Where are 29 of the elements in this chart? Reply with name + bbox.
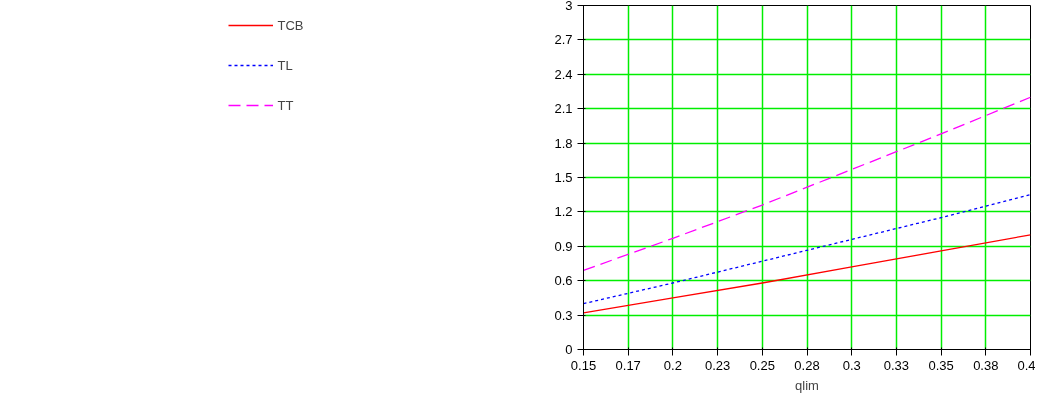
x-tick-label: 0.17 [615, 357, 641, 373]
y-tick-label: 1.5 [554, 170, 573, 185]
y-tick-label: 1.8 [554, 135, 573, 151]
x-tick-label: 0.2 [663, 357, 682, 373]
y-tick-label: 2.1 [554, 101, 573, 117]
y-tick-label: 1.2 [554, 204, 573, 220]
x-tick-label: 0.3 [842, 357, 861, 373]
y-tick-label: 2.7 [554, 32, 573, 48]
y-tick-label: 0.3 [554, 307, 573, 323]
y-tick-label: 0 [565, 342, 573, 357]
x-tick-label: 0.4 [1017, 357, 1036, 373]
x-tick-label: 0.15 [570, 357, 597, 373]
line-series [583, 234, 1031, 314]
x-tick-label: 0.38 [973, 357, 999, 373]
x-tick-label: 0.23 [704, 357, 731, 373]
line-series [583, 194, 1031, 305]
x-axis-title: qlim [795, 377, 819, 393]
y-tick-label: 3 [565, 0, 573, 13]
legend-label: TCB [277, 17, 304, 33]
x-tick-label: 0.33 [883, 357, 910, 373]
x-tick-label: 0.28 [794, 357, 820, 373]
x-tick-label: 0.25 [749, 357, 775, 373]
legend-label: TL [277, 57, 294, 73]
y-tick-label: 2.4 [554, 66, 573, 82]
x-tick-label: 0.35 [928, 357, 954, 373]
y-tick-label: 0.6 [554, 273, 573, 289]
legend-label: TT [277, 97, 295, 113]
line-series [583, 96, 1031, 272]
y-tick-label: 0.9 [554, 238, 573, 254]
